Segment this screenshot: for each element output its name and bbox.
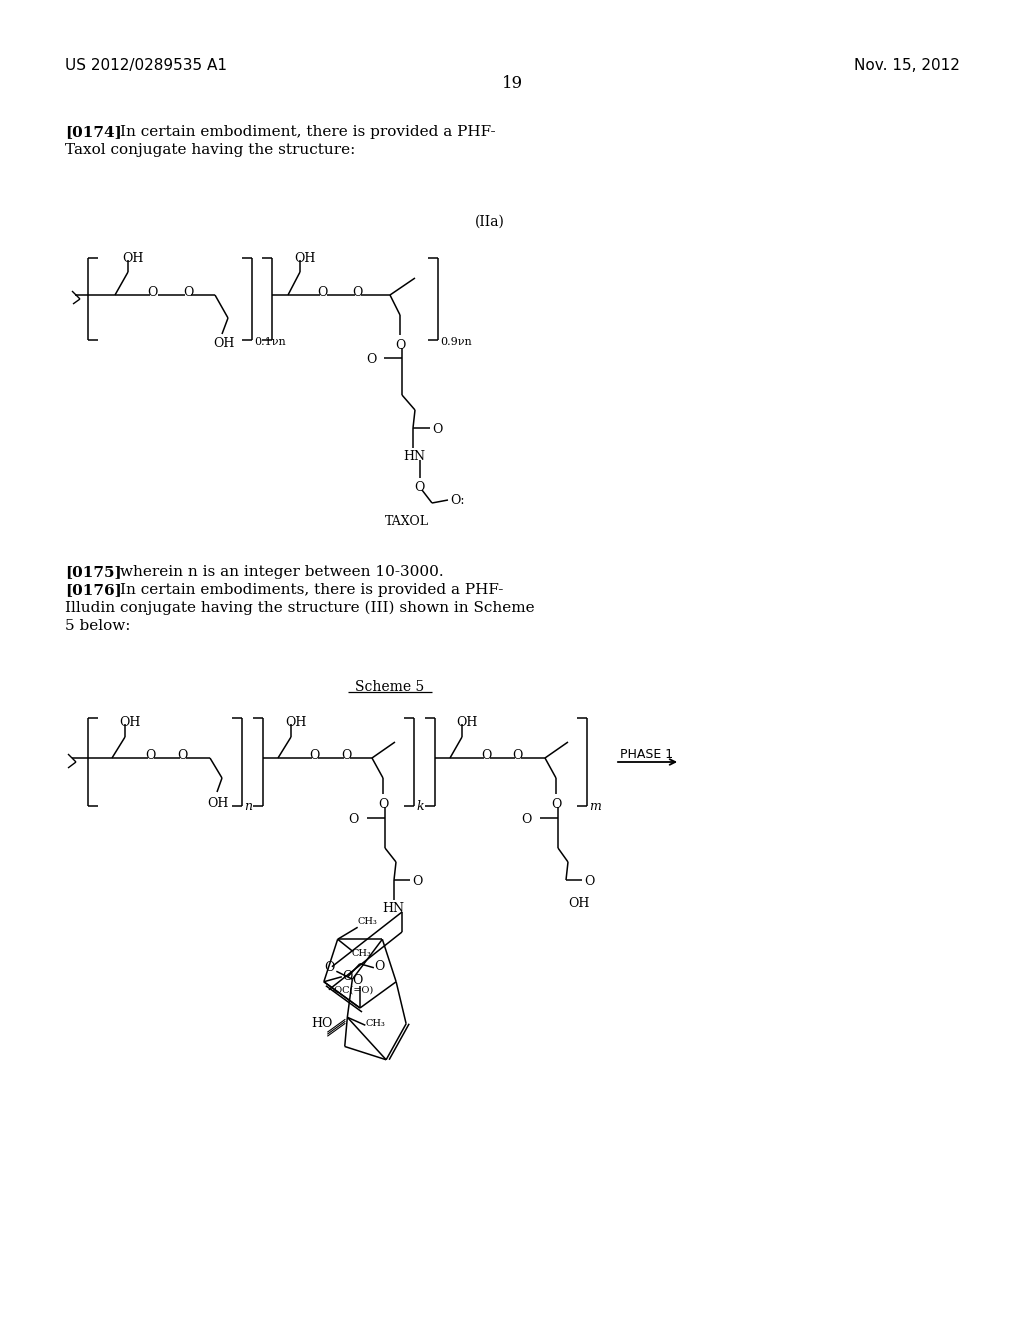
Text: O: O <box>481 748 492 762</box>
Text: OH: OH <box>207 797 228 810</box>
Text: In certain embodiments, there is provided a PHF-: In certain embodiments, there is provide… <box>120 583 504 597</box>
Text: O: O <box>395 339 406 352</box>
Text: n: n <box>244 800 252 813</box>
Text: O: O <box>325 961 335 974</box>
Text: [0175]: [0175] <box>65 565 122 579</box>
Text: OH: OH <box>213 337 234 350</box>
Text: 0.9νn: 0.9νn <box>440 337 472 347</box>
Text: O: O <box>366 352 377 366</box>
Text: O: O <box>145 748 156 762</box>
Text: O: O <box>412 875 422 888</box>
Text: O: O <box>512 748 522 762</box>
Text: O: O <box>551 799 561 810</box>
Text: [0174]: [0174] <box>65 125 122 139</box>
Text: O: O <box>147 286 158 300</box>
Text: US 2012/0289535 A1: US 2012/0289535 A1 <box>65 58 227 73</box>
Text: O: O <box>177 748 187 762</box>
Text: O: O <box>374 960 384 973</box>
Text: OH: OH <box>285 715 306 729</box>
Text: O: O <box>342 970 352 983</box>
Text: Nov. 15, 2012: Nov. 15, 2012 <box>854 58 961 73</box>
Text: O: O <box>352 974 362 987</box>
Text: CH₃: CH₃ <box>351 949 372 958</box>
Text: wherein n is an integer between 10-3000.: wherein n is an integer between 10-3000. <box>120 565 443 579</box>
Text: 5 below:: 5 below: <box>65 619 130 634</box>
Text: OH: OH <box>294 252 315 265</box>
Text: TAXOL: TAXOL <box>385 515 429 528</box>
Text: 0.1νn: 0.1νn <box>254 337 286 347</box>
Text: O: O <box>348 813 358 826</box>
Text: HN: HN <box>382 902 404 915</box>
Text: OH: OH <box>456 715 477 729</box>
Text: O: O <box>414 480 424 494</box>
Text: OH: OH <box>122 252 143 265</box>
Text: OH: OH <box>119 715 140 729</box>
Text: k: k <box>416 800 424 813</box>
Text: 19: 19 <box>502 75 522 92</box>
Text: O: O <box>432 422 442 436</box>
Text: O:: O: <box>450 494 465 507</box>
Text: O: O <box>352 286 362 300</box>
Text: O: O <box>317 286 328 300</box>
Text: (IIa): (IIa) <box>475 215 505 228</box>
Text: O: O <box>378 799 388 810</box>
Text: O: O <box>309 748 319 762</box>
Text: In certain embodiment, there is provided a PHF-: In certain embodiment, there is provided… <box>120 125 496 139</box>
Text: [0176]: [0176] <box>65 583 122 597</box>
Text: Scheme 5: Scheme 5 <box>355 680 425 694</box>
Text: HO: HO <box>311 1018 333 1030</box>
Text: CH₃: CH₃ <box>366 1019 385 1028</box>
Text: -OC(=O): -OC(=O) <box>332 986 374 995</box>
Text: Illudin conjugate having the structure (III) shown in Scheme: Illudin conjugate having the structure (… <box>65 601 535 615</box>
Text: HN: HN <box>403 450 425 463</box>
Text: O: O <box>183 286 194 300</box>
Text: PHASE 1: PHASE 1 <box>621 748 674 762</box>
Text: CH₃: CH₃ <box>357 917 378 927</box>
Text: OH: OH <box>568 898 590 909</box>
Text: O: O <box>521 813 531 826</box>
Text: Taxol conjugate having the structure:: Taxol conjugate having the structure: <box>65 143 355 157</box>
Text: O: O <box>341 748 351 762</box>
Text: O: O <box>584 875 594 888</box>
Text: m: m <box>589 800 601 813</box>
